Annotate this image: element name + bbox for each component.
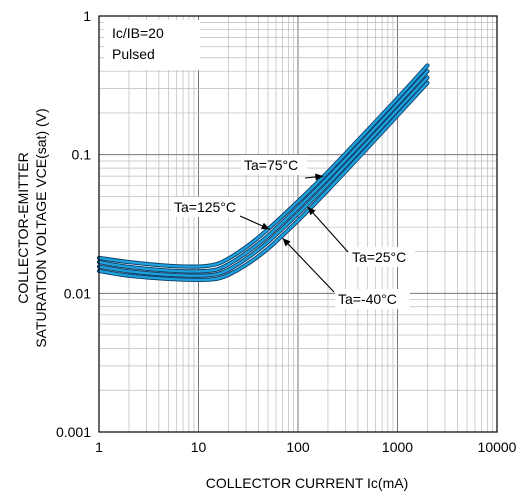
annotation-arrowhead [261, 222, 270, 230]
annotation-bg [241, 155, 308, 175]
annotation-arrow [307, 206, 349, 253]
y-tick-label: 1 [83, 8, 91, 24]
annotation-label: Ta=75°C [244, 157, 298, 173]
annotation-label: Ta=25°C [352, 249, 406, 265]
annotation-label: Ta=125°C [174, 199, 236, 215]
x-tick-label: 10000 [478, 439, 517, 455]
curves [96, 63, 430, 283]
y-tick-label: 0.1 [72, 147, 92, 163]
annotation-arrowhead [315, 173, 324, 181]
y-tick-label: 0.01 [64, 285, 91, 301]
condition-line-1: Ic/IB=20 [112, 25, 164, 41]
x-tick-label: 100 [286, 439, 310, 455]
condition-box [104, 20, 200, 70]
grid [98, 16, 497, 433]
annotation-bg [335, 289, 410, 309]
curve-ta75c [97, 69, 429, 273]
condition-line-2: Pulsed [112, 46, 155, 62]
plot-frame [98, 15, 498, 433]
x-tick-label: 10 [191, 439, 207, 455]
curve-ta125c [97, 64, 429, 268]
y-axis-title-line-2: SATURATION VOLTAGE VCE(sat) (V) [33, 108, 49, 347]
tick-labels: 1 10 100 1000 10000 0.001 0.01 0.1 1 [56, 8, 517, 455]
annotations: Ta=75°C Ta=125°C Ta=25°C Ta=-40°C [171, 155, 416, 309]
annotation-bg [349, 247, 416, 267]
x-tick-label: 1 [95, 439, 103, 455]
annotation-arrowhead [307, 206, 316, 216]
annotation-label: Ta=-40°C [338, 291, 397, 307]
curve-ta-40c [97, 81, 429, 282]
x-axis-title: COLLECTOR CURRENT Ic(mA) [206, 475, 409, 491]
y-axis-title-line-1: COLLECTOR-EMITTER [15, 152, 31, 303]
annotation-bg [171, 197, 246, 217]
annotation-arrowhead [282, 238, 291, 247]
curve-ta25c [97, 76, 429, 277]
y-tick-label: 0.001 [56, 424, 91, 440]
annotation-arrow [282, 237, 335, 293]
x-tick-label: 1000 [382, 439, 413, 455]
